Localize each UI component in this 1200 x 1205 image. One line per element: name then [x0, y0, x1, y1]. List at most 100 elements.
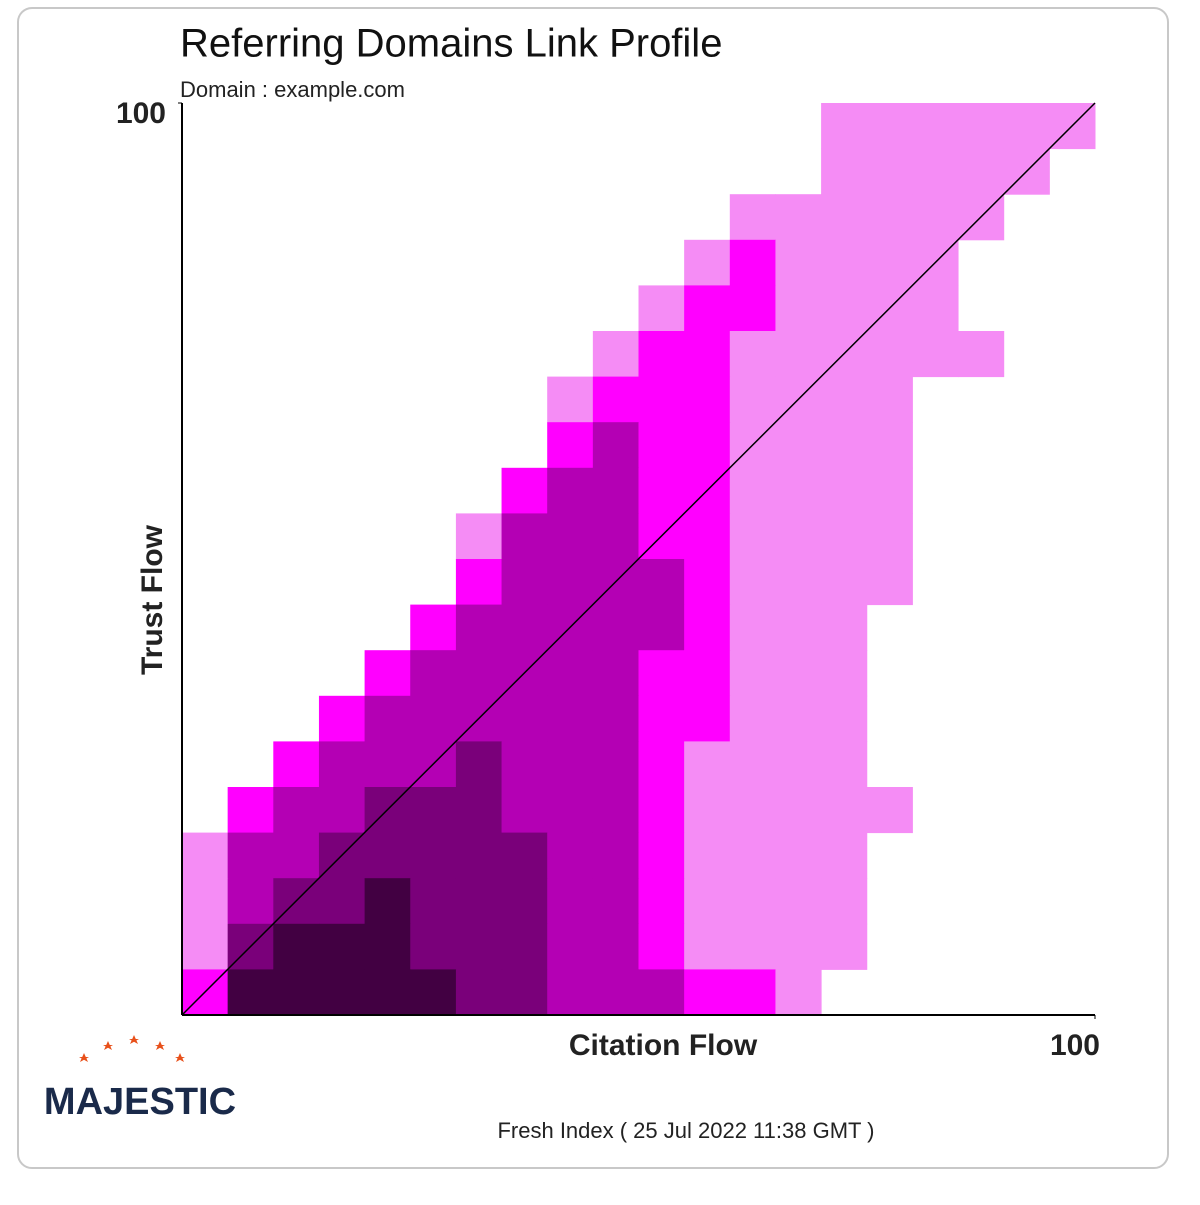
- heat-cell: [729, 695, 776, 742]
- heat-cell: [866, 148, 913, 195]
- heat-cell: [821, 695, 868, 742]
- heat-cell: [729, 923, 776, 970]
- heat-cell: [866, 787, 913, 834]
- heat-cell: [821, 239, 868, 286]
- heat-cell: [501, 969, 548, 1016]
- heat-cell: [684, 376, 731, 423]
- heat-cell: [592, 695, 639, 742]
- heat-cell: [912, 331, 959, 378]
- heat-cell: [866, 239, 913, 286]
- heat-cell: [455, 878, 503, 925]
- heat-cell: [866, 331, 913, 378]
- logo-text: MAJESTIC: [44, 1081, 236, 1123]
- heat-cell: [318, 787, 366, 834]
- heat-cell: [729, 604, 776, 651]
- heat-cell: [729, 559, 776, 606]
- heat-cell: [182, 878, 229, 925]
- heat-cell: [958, 103, 1005, 150]
- heat-cell: [866, 467, 913, 514]
- heat-cell: [592, 467, 639, 514]
- heat-cell: [592, 376, 639, 423]
- heat-cell: [501, 878, 548, 925]
- heat-cell: [227, 878, 274, 925]
- heat-cell: [547, 969, 594, 1016]
- heat-cell: [501, 513, 548, 560]
- heat-cell: [638, 467, 685, 514]
- heat-cell: [638, 878, 685, 925]
- heat-cell: [729, 513, 776, 560]
- heat-cell: [638, 422, 685, 469]
- heat-cell: [775, 650, 822, 697]
- heat-cell: [547, 650, 594, 697]
- heat-cell: [912, 103, 959, 150]
- heat-cell: [958, 148, 1005, 195]
- heat-cell: [775, 604, 822, 651]
- heat-cell: [821, 559, 868, 606]
- heat-cell: [364, 741, 411, 788]
- y-tick-label: 100: [116, 97, 166, 130]
- heat-cell: [684, 787, 731, 834]
- heat-cell: [684, 422, 731, 469]
- logo: MAJESTIC: [44, 1035, 236, 1123]
- heat-cell: [866, 513, 913, 560]
- footer: Fresh Index ( 25 Jul 2022 11:38 GMT ): [497, 1118, 874, 1143]
- heat-cell: [638, 969, 685, 1016]
- heat-cell: [912, 194, 959, 241]
- heat-cell: [729, 878, 776, 925]
- heat-cell: [227, 787, 274, 834]
- heat-cell: [547, 467, 594, 514]
- heat-cell: [684, 923, 731, 970]
- heat-cell: [410, 969, 457, 1016]
- heat-cell: [684, 969, 731, 1016]
- heat-cell: [866, 559, 913, 606]
- heat-cell: [866, 194, 913, 241]
- heat-cell: [273, 832, 320, 879]
- heat-cell: [547, 559, 594, 606]
- heat-cell: [273, 787, 320, 834]
- heat-cell: [775, 695, 822, 742]
- heat-cell: [866, 376, 913, 423]
- heat-cell: [958, 331, 1005, 378]
- heat-cell: [821, 604, 868, 651]
- heat-cell: [592, 650, 639, 697]
- heat-cell: [684, 559, 731, 606]
- heat-cell: [775, 194, 822, 241]
- heat-cell: [729, 650, 776, 697]
- heat-cell: [638, 650, 685, 697]
- heat-cell: [547, 787, 594, 834]
- heat-cell: [455, 604, 503, 651]
- heat-cell: [912, 148, 959, 195]
- heat-cell: [501, 604, 548, 651]
- heat-cell: [364, 969, 411, 1016]
- logo-stars: [79, 1035, 185, 1062]
- heat-cell: [684, 695, 731, 742]
- heat-cell: [638, 331, 685, 378]
- heat-cell: [455, 559, 503, 606]
- heat-cell: [729, 787, 776, 834]
- heat-cell: [227, 832, 274, 879]
- heat-cell: [821, 285, 868, 332]
- heat-cell: [547, 422, 594, 469]
- heat-cell: [775, 422, 822, 469]
- heat-cell: [821, 787, 868, 834]
- heat-cell: [501, 832, 548, 879]
- heat-cell: [547, 923, 594, 970]
- heat-cell: [364, 923, 411, 970]
- heat-cell: [638, 559, 685, 606]
- heat-cell: [182, 923, 229, 970]
- heat-cell: [684, 239, 731, 286]
- heat-cell: [775, 923, 822, 970]
- heat-cell: [501, 923, 548, 970]
- heat-cell: [501, 695, 548, 742]
- heat-cell: [364, 832, 411, 879]
- heat-cell: [182, 832, 229, 879]
- heat-cell: [547, 376, 594, 423]
- heat-cell: [684, 331, 731, 378]
- heat-cell: [638, 741, 685, 788]
- heat-cell: [729, 467, 776, 514]
- heat-cell: [318, 969, 366, 1016]
- diagonal-line: [181, 102, 1096, 1016]
- heat-cell: [318, 695, 366, 742]
- heat-cell: [273, 923, 320, 970]
- heat-cell: [592, 513, 639, 560]
